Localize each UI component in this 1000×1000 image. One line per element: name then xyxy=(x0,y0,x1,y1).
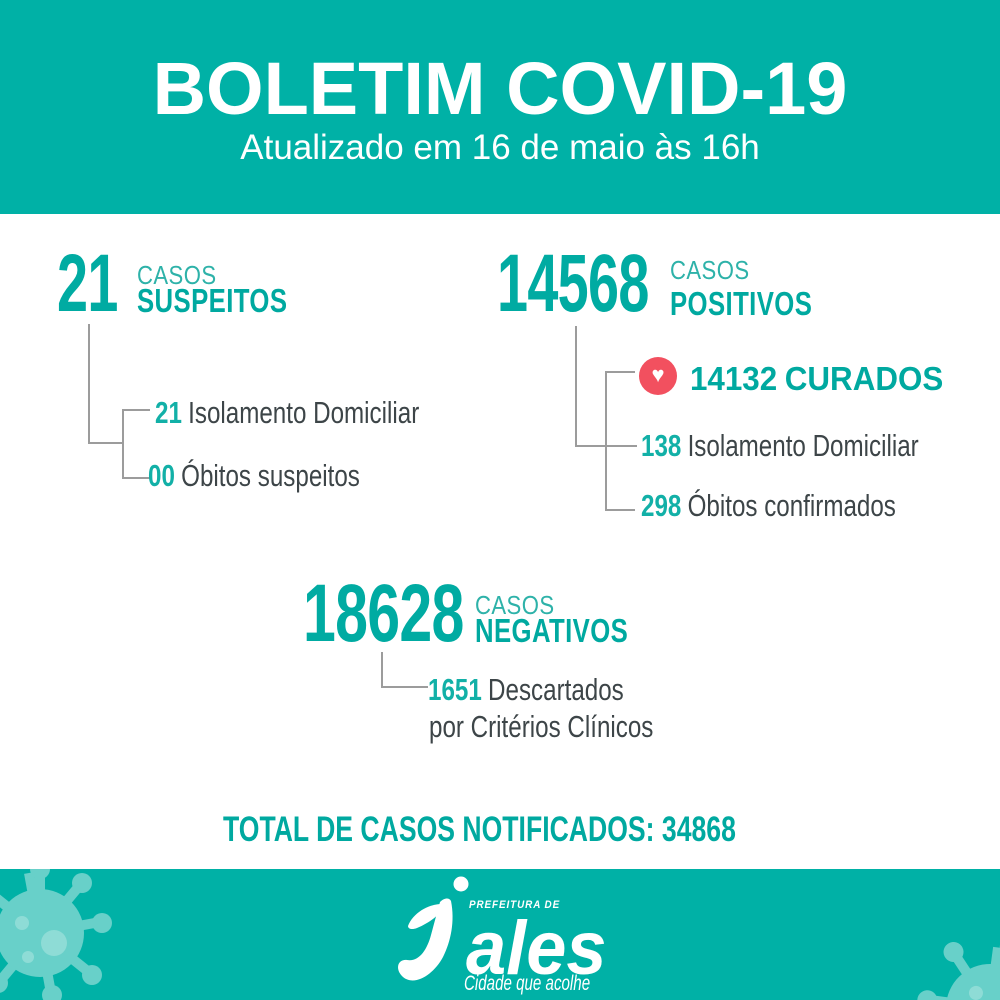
tree-connector xyxy=(605,371,635,373)
footer-banner: PREFEITURA DE ales Cidade que acolhe xyxy=(0,869,1000,1000)
suspeitos-label-top: CASOS xyxy=(137,260,217,290)
negativos-count: 18628 xyxy=(303,568,464,659)
tree-connector xyxy=(88,324,90,444)
tree-connector xyxy=(381,652,383,688)
heart-glyph: ♥ xyxy=(651,362,665,387)
virus-icon xyxy=(0,869,112,1000)
tree-connector xyxy=(605,509,635,511)
header-banner: BOLETIM COVID-19 Atualizado em 16 de mai… xyxy=(0,0,1000,214)
suspeitos-count: 21 xyxy=(57,238,118,329)
stat-row-descartados: 1651 Descartados xyxy=(428,674,679,705)
negativos-label-bottom: NEGATIVOS xyxy=(475,612,629,649)
tree-connector xyxy=(122,477,150,479)
stat-value: 21 xyxy=(155,395,182,430)
total-text: TOTAL DE CASOS NOTIFICADOS: 34868 xyxy=(222,810,736,849)
logo-tagline: Cidade que acolhe xyxy=(464,972,591,995)
stat-row-curados: 14132 CURADOS xyxy=(690,362,957,395)
stat-label: CURADOS xyxy=(784,360,944,397)
tree-connector xyxy=(605,371,607,511)
stat-value: 298 xyxy=(641,488,682,523)
stat-label: Óbitos suspeitos xyxy=(181,458,360,493)
positivos-label-bottom: POSITIVOS xyxy=(670,285,813,322)
stat-label: Isolamento Domiciliar xyxy=(687,428,919,463)
positivos-count: 14568 xyxy=(497,238,649,329)
tree-connector xyxy=(575,326,577,446)
total-notified: TOTAL DE CASOS NOTIFICADOS: 34868 xyxy=(0,812,958,847)
jales-logo-mark xyxy=(398,876,469,981)
virus-icon xyxy=(917,937,1000,1000)
stat-row-obitos-confirmados: 298 Óbitos confirmados xyxy=(641,490,968,521)
positivos-label-top: CASOS xyxy=(670,255,750,285)
stat-value: 14132 xyxy=(690,360,778,397)
stat-value: 00 xyxy=(148,458,175,493)
tree-connector xyxy=(88,442,124,444)
stat-row-descartados-line2: por Critérios Clínicos xyxy=(429,709,654,744)
stat-value: 138 xyxy=(641,428,682,463)
update-date: Atualizado em 16 de maio às 16h xyxy=(240,128,760,167)
stat-row-obitos-suspeitos: 00 Óbitos suspeitos xyxy=(148,460,420,491)
page-title: BOLETIM COVID-19 xyxy=(152,47,848,130)
suspeitos-label-bottom: SUSPEITOS xyxy=(137,282,288,319)
logo-city-text: ales xyxy=(466,906,607,991)
stat-row-isolamento-positivos: 138 Isolamento Domiciliar xyxy=(641,430,997,461)
stat-value: 1651 xyxy=(428,672,482,707)
stat-label: Descartados xyxy=(488,672,624,707)
logo-prefeitura-text: PREFEITURA DE xyxy=(469,899,561,911)
tree-connector xyxy=(122,409,124,479)
stat-label: Isolamento Domiciliar xyxy=(188,395,420,430)
heart-icon: ♥ xyxy=(639,357,677,395)
negativos-label-top: CASOS xyxy=(475,590,555,620)
stat-row-isolamento-suspeitos: 21 Isolamento Domiciliar xyxy=(155,397,494,428)
tree-connector xyxy=(122,409,150,411)
stat-label: Óbitos confirmados xyxy=(687,488,896,523)
tree-connector xyxy=(381,686,428,688)
